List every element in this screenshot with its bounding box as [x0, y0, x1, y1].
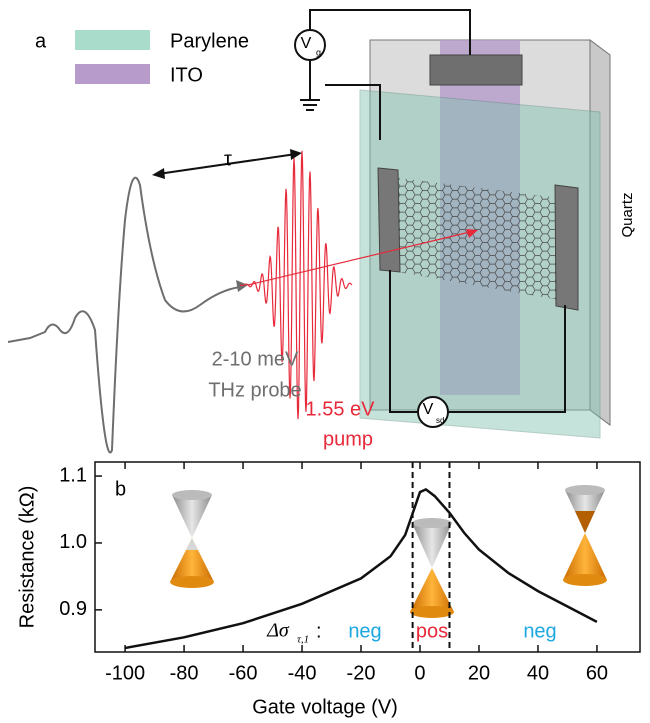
probe-label: 2-10 meV — [212, 348, 299, 370]
resistance-curve — [124, 487, 598, 650]
gate-electrode — [429, 54, 523, 86]
panel-label: b — [115, 478, 126, 500]
annotation-suffix: : — [316, 620, 322, 642]
sd-sub: sd — [436, 416, 444, 425]
delay-line — [157, 153, 297, 175]
x-tick-label: 20 — [468, 662, 490, 684]
circuit — [294, 9, 566, 428]
region-label: pos — [416, 620, 448, 642]
probe-label: THz probe — [208, 379, 301, 401]
sd-symbol: V — [423, 401, 434, 418]
x-tick-label: -40 — [288, 662, 317, 684]
x-tick-label: -100 — [105, 662, 145, 684]
legend-swatch — [75, 30, 150, 50]
delay-arrow — [152, 149, 302, 179]
x-tick-label: 60 — [586, 662, 608, 684]
pump-beam — [247, 231, 471, 286]
pump-pulse — [239, 150, 353, 420]
pump-arrow — [466, 229, 478, 238]
back-wire — [325, 84, 381, 140]
legend-label: Parylene — [170, 30, 249, 52]
y-tick-label: 0.9 — [59, 598, 87, 620]
panel-label: a — [35, 30, 47, 52]
source-electrode — [377, 167, 401, 273]
pump-label: 1.55 eV — [306, 398, 376, 420]
annotation: Δσ — [266, 620, 290, 642]
gate-source — [294, 29, 326, 61]
graphene — [398, 178, 560, 300]
x-tick-label: -20 — [347, 662, 376, 684]
substrate-label: Quartz — [619, 192, 636, 237]
quartz-side — [589, 39, 611, 426]
gate-symbol: V — [301, 35, 312, 52]
y-tick-label: 1.1 — [59, 464, 87, 486]
sd-source — [417, 396, 449, 428]
device — [359, 39, 611, 439]
dirac-cones — [170, 485, 607, 618]
x-tick-label: 0 — [414, 662, 425, 684]
cone-icon — [563, 485, 607, 586]
cone-icon — [170, 490, 214, 588]
plot-frame — [94, 461, 641, 653]
x-tick-label: -80 — [170, 662, 199, 684]
y-tick-label: 1.0 — [59, 531, 87, 553]
arrowhead — [290, 149, 302, 160]
ground — [300, 99, 320, 111]
gate-wire — [309, 9, 471, 55]
region-label: neg — [523, 620, 556, 642]
x-tick-label: -60 — [229, 662, 258, 684]
thz-waveform — [7, 176, 241, 454]
legend-label: ITO — [170, 64, 203, 86]
annotation-sub: τ,1 — [297, 634, 309, 646]
drain-electrode — [554, 184, 579, 311]
sd-wire-right — [448, 305, 566, 413]
region-label: neg — [348, 620, 381, 642]
gate-sub: g — [316, 47, 321, 57]
cone-icon — [410, 518, 454, 618]
pump-label: pump — [323, 428, 373, 450]
x-axis-label: Gate voltage (V) — [252, 696, 398, 718]
y-axis-label: Resistance (kΩ) — [16, 486, 38, 629]
legend-swatch — [75, 64, 150, 84]
sd-wire-left — [389, 270, 418, 413]
x-tick-label: 40 — [527, 662, 549, 684]
arrowhead — [152, 168, 165, 179]
delay-label: τ — [224, 148, 232, 170]
